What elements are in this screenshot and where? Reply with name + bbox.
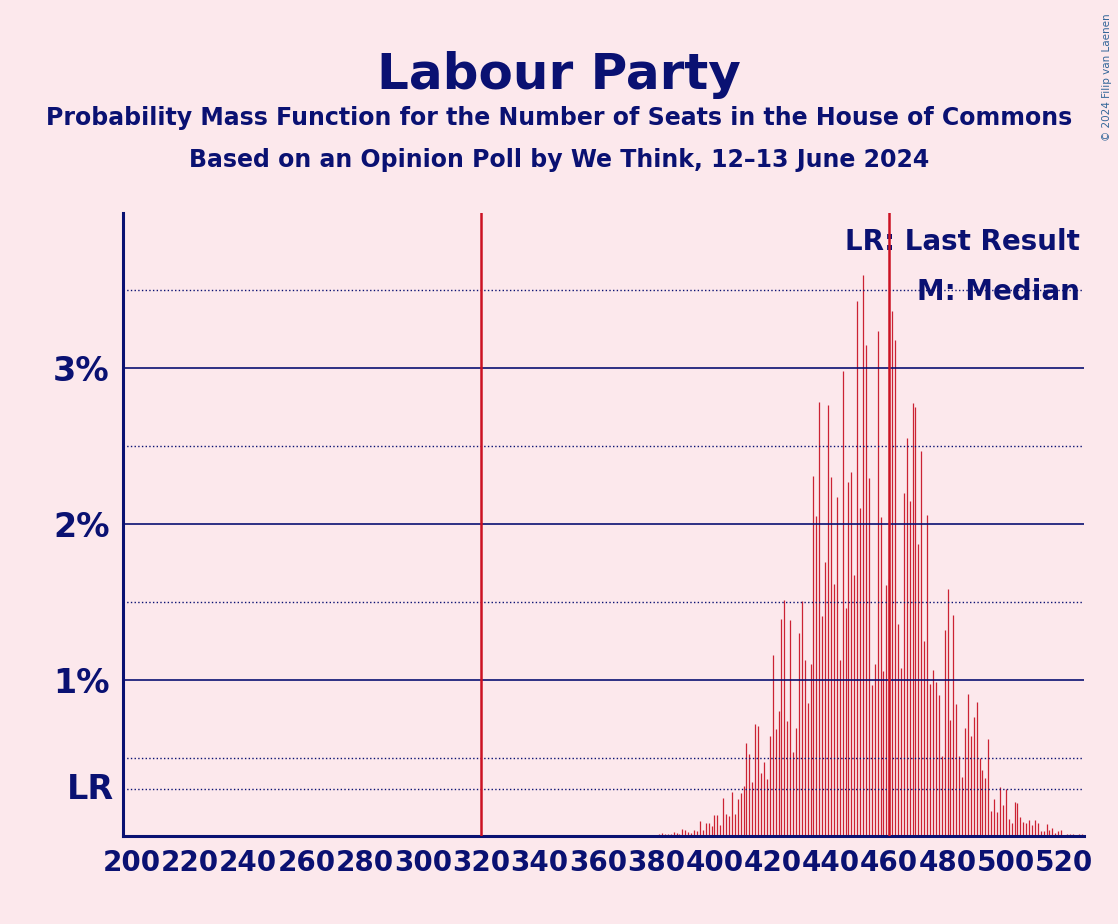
Text: M: Median: M: Median (917, 278, 1080, 306)
Text: Based on an Opinion Poll by We Think, 12–13 June 2024: Based on an Opinion Poll by We Think, 12… (189, 148, 929, 172)
Text: Labour Party: Labour Party (377, 51, 741, 99)
Text: LR: LR (67, 773, 114, 806)
Text: Probability Mass Function for the Number of Seats in the House of Commons: Probability Mass Function for the Number… (46, 106, 1072, 130)
Text: © 2024 Filip van Laenen: © 2024 Filip van Laenen (1102, 14, 1112, 141)
Text: LR: Last Result: LR: Last Result (845, 228, 1080, 256)
